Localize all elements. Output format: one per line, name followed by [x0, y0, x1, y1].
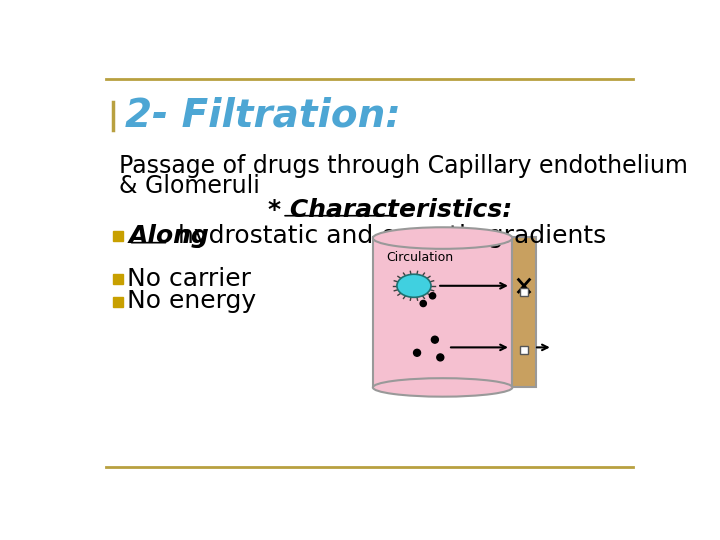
- Text: & Glomeruli: & Glomeruli: [120, 174, 261, 199]
- Bar: [373, 237, 513, 387]
- Bar: [113, 296, 123, 307]
- Text: hydrostatic and osmotic gradients: hydrostatic and osmotic gradients: [170, 224, 606, 248]
- Ellipse shape: [420, 300, 426, 307]
- Ellipse shape: [437, 354, 444, 361]
- Text: No energy: No energy: [127, 289, 256, 313]
- Ellipse shape: [373, 227, 513, 249]
- Bar: [113, 231, 123, 241]
- Ellipse shape: [397, 274, 431, 298]
- Bar: [520, 288, 528, 296]
- Text: Passage of drugs through Capillary endothelium: Passage of drugs through Capillary endot…: [120, 154, 688, 178]
- Bar: [513, 237, 536, 387]
- Text: 2- Filtration:: 2- Filtration:: [125, 97, 400, 134]
- Text: * Characteristics:: * Characteristics:: [269, 198, 513, 221]
- Ellipse shape: [431, 336, 438, 343]
- Text: No carrier: No carrier: [127, 267, 251, 291]
- Text: Circulation: Circulation: [386, 251, 453, 264]
- Ellipse shape: [413, 349, 420, 356]
- Bar: [520, 346, 528, 354]
- Ellipse shape: [429, 293, 436, 299]
- Ellipse shape: [373, 378, 513, 397]
- Text: Along: Along: [129, 224, 210, 248]
- Bar: [113, 274, 123, 284]
